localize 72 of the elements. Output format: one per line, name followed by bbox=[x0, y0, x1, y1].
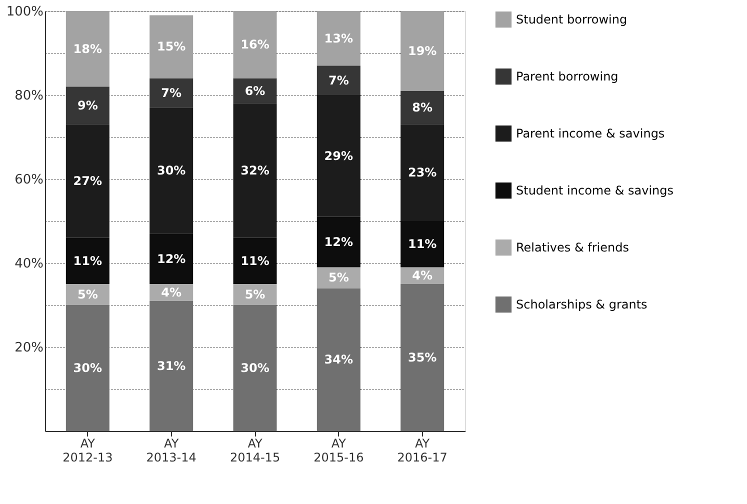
data-label: 11% bbox=[408, 237, 437, 252]
data-label: 15% bbox=[156, 40, 186, 54]
y-tick-label: 100% bbox=[6, 4, 44, 20]
bar bbox=[66, 305, 110, 431]
bar bbox=[66, 238, 110, 284]
data-label: 4% bbox=[412, 268, 433, 283]
legend-label: Student borrowing bbox=[516, 12, 628, 26]
data-label: 32% bbox=[240, 164, 270, 178]
bar bbox=[150, 300, 194, 431]
bar bbox=[400, 284, 444, 431]
bar bbox=[150, 78, 194, 108]
data-label: 29% bbox=[324, 148, 354, 163]
data-label: 4% bbox=[161, 285, 182, 300]
data-label: 30% bbox=[240, 361, 270, 375]
data-label: 6% bbox=[244, 84, 266, 98]
y-tick-label: 80% bbox=[14, 88, 44, 104]
bar bbox=[316, 216, 360, 268]
data-label: 18% bbox=[73, 42, 102, 56]
bar bbox=[316, 11, 360, 66]
bar bbox=[400, 221, 444, 268]
data-label: 5% bbox=[328, 270, 349, 285]
y-tick-label: 20% bbox=[14, 340, 44, 356]
x-tick-label: AY 2015-16 bbox=[314, 436, 364, 464]
data-label: 12% bbox=[156, 252, 186, 266]
data-label: 5% bbox=[77, 288, 98, 302]
bar bbox=[233, 284, 277, 305]
x-tick-label: AY 2016-17 bbox=[397, 436, 448, 464]
bar bbox=[66, 11, 110, 87]
x-tick-label: AY 2012-13 bbox=[62, 436, 113, 464]
legend-label: Student income & savings bbox=[516, 184, 674, 198]
data-label: 19% bbox=[408, 44, 437, 58]
bar bbox=[233, 103, 277, 238]
bar bbox=[150, 15, 194, 78]
data-label: 8% bbox=[412, 100, 433, 115]
data-label: 30% bbox=[156, 164, 186, 178]
data-label: 23% bbox=[408, 166, 437, 180]
data-label: 7% bbox=[161, 86, 182, 100]
bar bbox=[400, 11, 444, 91]
bar bbox=[66, 124, 110, 238]
bar bbox=[316, 95, 360, 217]
data-label: 7% bbox=[328, 73, 349, 88]
x-tick-label: AY 2014-15 bbox=[230, 436, 280, 464]
bar bbox=[66, 86, 110, 124]
data-label: 27% bbox=[73, 174, 102, 188]
bar bbox=[316, 66, 360, 95]
x-tick-label: AY 2013-14 bbox=[146, 436, 196, 464]
data-label: 35% bbox=[408, 350, 437, 364]
bar bbox=[400, 124, 444, 221]
data-label: 34% bbox=[324, 352, 354, 367]
data-label: 12% bbox=[324, 235, 354, 249]
y-tick-label: 60% bbox=[14, 172, 44, 188]
legend-label: Relatives & friends bbox=[516, 240, 629, 254]
bar bbox=[233, 11, 277, 78]
legend-label: Parent income & savings bbox=[516, 126, 665, 140]
data-label: 31% bbox=[156, 358, 186, 373]
data-label: 13% bbox=[324, 31, 354, 46]
data-label: 30% bbox=[73, 361, 102, 375]
bar bbox=[316, 288, 360, 431]
bar bbox=[233, 78, 277, 104]
y-tick-label: 40% bbox=[14, 256, 44, 272]
data-label: 9% bbox=[77, 98, 98, 112]
legend-label: Scholarships & grants bbox=[516, 298, 648, 312]
data-label: 11% bbox=[240, 254, 270, 268]
bar bbox=[233, 238, 277, 284]
bar bbox=[233, 305, 277, 431]
bar bbox=[150, 234, 194, 284]
data-label: 11% bbox=[73, 254, 102, 268]
bar bbox=[150, 108, 194, 234]
legend-label: Parent borrowing bbox=[516, 70, 618, 84]
bar bbox=[400, 90, 444, 124]
data-label: 16% bbox=[240, 38, 270, 52]
data-label: 5% bbox=[244, 288, 266, 302]
